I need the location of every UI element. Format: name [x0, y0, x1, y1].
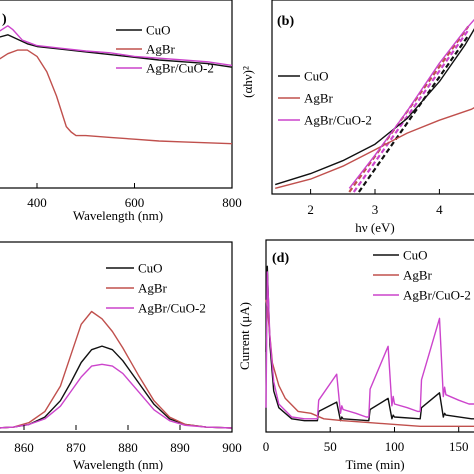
series-line-0 [265, 265, 474, 422]
series-line-0 [274, 28, 474, 186]
panel-c-plot [0, 310, 233, 429]
x-tick-label: 4 [436, 202, 443, 217]
panel-c-legend: CuO AgBr AgBr/CuO-2 [106, 261, 206, 316]
x-tick-label: 2 [307, 202, 314, 217]
series-line-1 [275, 107, 474, 189]
panel-d-plot [265, 265, 474, 427]
legend-label: AgBr [146, 42, 176, 57]
fit-line-1 [348, 25, 470, 193]
panel-c: CuO AgBr AgBr/CuO-2 860 870 880 890 900 Wavele… [0, 241, 242, 472]
series-line-1 [0, 49, 233, 145]
panel-b-label: (b) [277, 14, 294, 29]
x-tick-label: 900 [222, 440, 242, 455]
panel-b-xlabel: hν (eV) [355, 220, 394, 235]
x-tick-label: 600 [125, 195, 145, 210]
panel-a-frame [0, 0, 233, 189]
panel-d: (d) CuO AgBr AgBr/CuO-2 0 50 100 150 Time (mi… [237, 239, 474, 472]
panel-b-legend: CuO AgBr AgBr/CuO-2 [278, 69, 372, 128]
series-line-1 [0, 310, 233, 429]
panel-a: ) CuO AgBr AgBr/CuO-2 400 600 800 Wavelength… [0, 0, 242, 223]
series-line-2 [0, 363, 233, 429]
panel-b-xticks: 2 3 4 [307, 189, 443, 217]
panel-a-xticks: 400 600 800 [27, 183, 242, 210]
fit-line-2 [352, 29, 470, 193]
legend-label: AgBr/CuO-2 [304, 113, 372, 128]
legend-label: CuO [138, 261, 163, 276]
legend-label: AgBr/CuO-2 [146, 61, 214, 76]
legend-label: CuO [146, 23, 171, 38]
series-line-2 [348, 18, 474, 189]
x-tick-label: 0 [263, 439, 270, 454]
panel-a-label: ) [2, 12, 7, 27]
fit-line-0 [357, 34, 470, 193]
panel-a-xlabel: Wavelength (nm) [73, 208, 163, 223]
legend-label: CuO [304, 69, 329, 84]
panel-b-plot [274, 18, 474, 193]
x-tick-label: 100 [385, 439, 405, 454]
x-tick-label: 860 [14, 440, 34, 455]
legend-label: AgBr [403, 268, 433, 283]
legend-label: AgBr [304, 91, 334, 106]
panel-d-legend: CuO AgBr AgBr/CuO-2 [373, 248, 471, 303]
legend-label: AgBr/CuO-2 [138, 301, 206, 316]
legend-label: AgBr [138, 281, 168, 296]
legend-label: AgBr/CuO-2 [403, 288, 471, 303]
x-tick-label: 890 [170, 440, 190, 455]
panel-b-ylabel: (αhν)² [240, 66, 255, 98]
x-tick-label: 800 [222, 195, 242, 210]
series-line-0 [0, 34, 233, 68]
panel-d-label: (d) [272, 251, 289, 266]
panel-d-xticks: 0 50 100 150 [263, 427, 469, 454]
panel-a-legend: CuO AgBr AgBr/CuO-2 [116, 23, 214, 76]
series-line-2 [265, 271, 474, 420]
x-tick-label: 870 [66, 440, 86, 455]
panel-b: (b) CuO AgBr AgBr/CuO-2 2 3 4 hν (eV) (αhν)² [240, 0, 474, 235]
x-tick-label: 50 [324, 439, 337, 454]
x-tick-label: 3 [372, 202, 379, 217]
panel-d-ylabel: Current (μA) [237, 302, 252, 370]
panel-c-xticks: 860 870 880 890 900 [14, 425, 242, 455]
panel-a-plot [0, 25, 233, 145]
panel-c-frame [0, 241, 233, 433]
legend-label: CuO [403, 248, 428, 263]
x-tick-label: 880 [118, 440, 138, 455]
panel-c-xlabel: Wavelength (nm) [73, 457, 163, 472]
panel-d-xlabel: Time (min) [345, 457, 404, 472]
x-tick-label: 150 [449, 439, 469, 454]
series-line-2 [0, 25, 233, 67]
series-line-1 [265, 299, 474, 427]
x-tick-label: 400 [27, 195, 47, 210]
series-line-0 [0, 345, 233, 429]
